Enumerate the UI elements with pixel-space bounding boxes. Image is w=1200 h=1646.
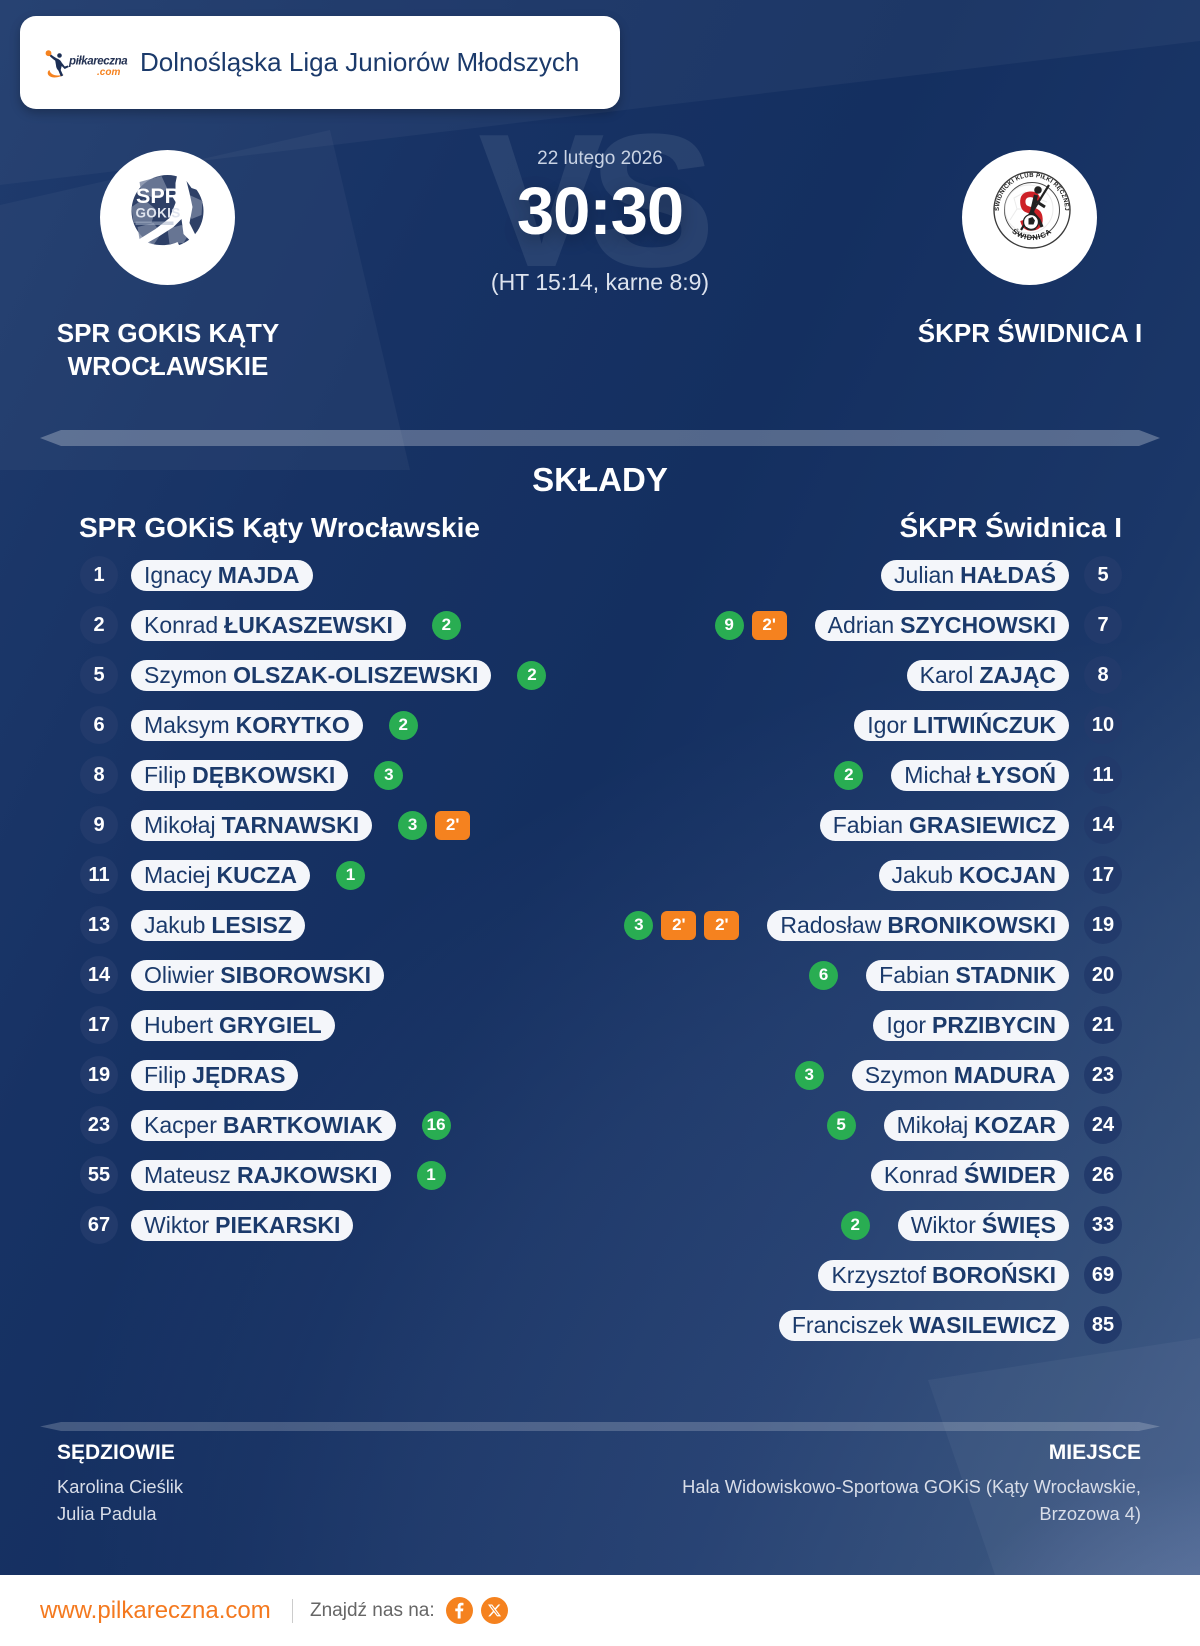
svg-text:GOKIS: GOKIS [136,206,181,221]
svg-text:piłkareczna: piłkareczna [68,56,128,68]
svg-text:SPR: SPR [136,184,181,208]
svg-text:.com: .com [97,67,120,78]
